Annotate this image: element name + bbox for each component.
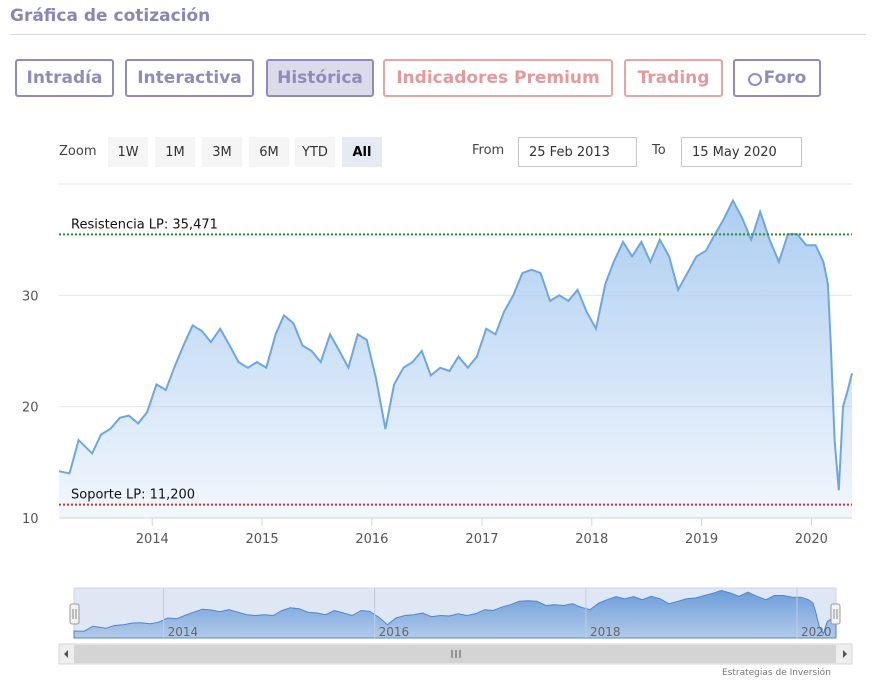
y-tick-label: 20 (22, 401, 39, 416)
zoom-3m-button[interactable]: 3M (202, 137, 242, 167)
navigator-tick-label: 2014 (168, 625, 199, 639)
zoom-6m-button[interactable]: 6M (249, 137, 289, 167)
navigator-tick-label: 2020 (801, 625, 832, 639)
resistance-label: Resistencia LP: 35,471 (71, 217, 218, 232)
tab-trading[interactable]: Trading (624, 59, 723, 97)
tab-label: Indicadores Premium (396, 68, 600, 88)
x-tick-label: 2018 (575, 532, 608, 547)
y-tick-label: 10 (22, 512, 39, 527)
scrollbar-thumb[interactable] (74, 645, 836, 663)
tab-interactiva[interactable]: Interactiva (125, 59, 254, 97)
navigator-left-handle[interactable] (69, 603, 80, 625)
navigator-area (73, 589, 837, 639)
scroll-right-arrow-icon[interactable] (843, 650, 847, 658)
tab-indicadores-premium[interactable]: Indicadores Premium (383, 59, 613, 97)
price-line (58, 198, 853, 491)
chat-bubble-icon (747, 72, 762, 86)
x-tick-label: 2015 (246, 532, 279, 547)
navigator-tick-label: 2016 (379, 625, 410, 639)
x-tick-label: 2017 (465, 532, 498, 547)
tab-foro[interactable]: Foro (733, 59, 821, 97)
tab-label: Histórica (277, 68, 363, 88)
zoom-label: Zoom (59, 144, 97, 159)
page-title: Gráfica de cotización (10, 6, 211, 26)
price-area (59, 200, 852, 518)
zoom-all-button[interactable]: All (342, 137, 382, 167)
from-label: From (472, 143, 505, 158)
x-tick-label: 2019 (685, 532, 718, 547)
tab-label: Foro (763, 68, 807, 88)
zoom-1m-button[interactable]: 1M (155, 137, 195, 167)
x-tick-label: 2016 (355, 532, 388, 547)
from-date-input[interactable] (518, 137, 637, 167)
x-tick-label: 2014 (136, 532, 169, 547)
to-label: To (652, 143, 666, 158)
zoom-ytd-button[interactable]: YTD (295, 137, 335, 167)
tab-label: Trading (637, 68, 710, 88)
support-label: Soporte LP: 11,200 (71, 488, 195, 503)
x-tick-label: 2020 (795, 532, 828, 547)
navigator-right-handle[interactable] (830, 603, 841, 625)
scroll-left-arrow-icon[interactable] (64, 650, 68, 658)
to-date-input[interactable] (681, 137, 802, 167)
chart-credit: Estrategias de Inversión (722, 668, 831, 678)
navigator-tick-label: 2018 (590, 625, 621, 639)
title-divider (10, 34, 866, 35)
chart-tabs: Intradía Interactiva Histórica Indicador… (15, 59, 835, 99)
tab-label: Interactiva (137, 68, 242, 88)
tab-intradia[interactable]: Intradía (15, 59, 114, 97)
tab-historica[interactable]: Histórica (266, 59, 374, 97)
zoom-1w-button[interactable]: 1W (108, 137, 148, 167)
tab-label: Intradía (26, 68, 103, 88)
y-tick-label: 30 (22, 289, 39, 304)
